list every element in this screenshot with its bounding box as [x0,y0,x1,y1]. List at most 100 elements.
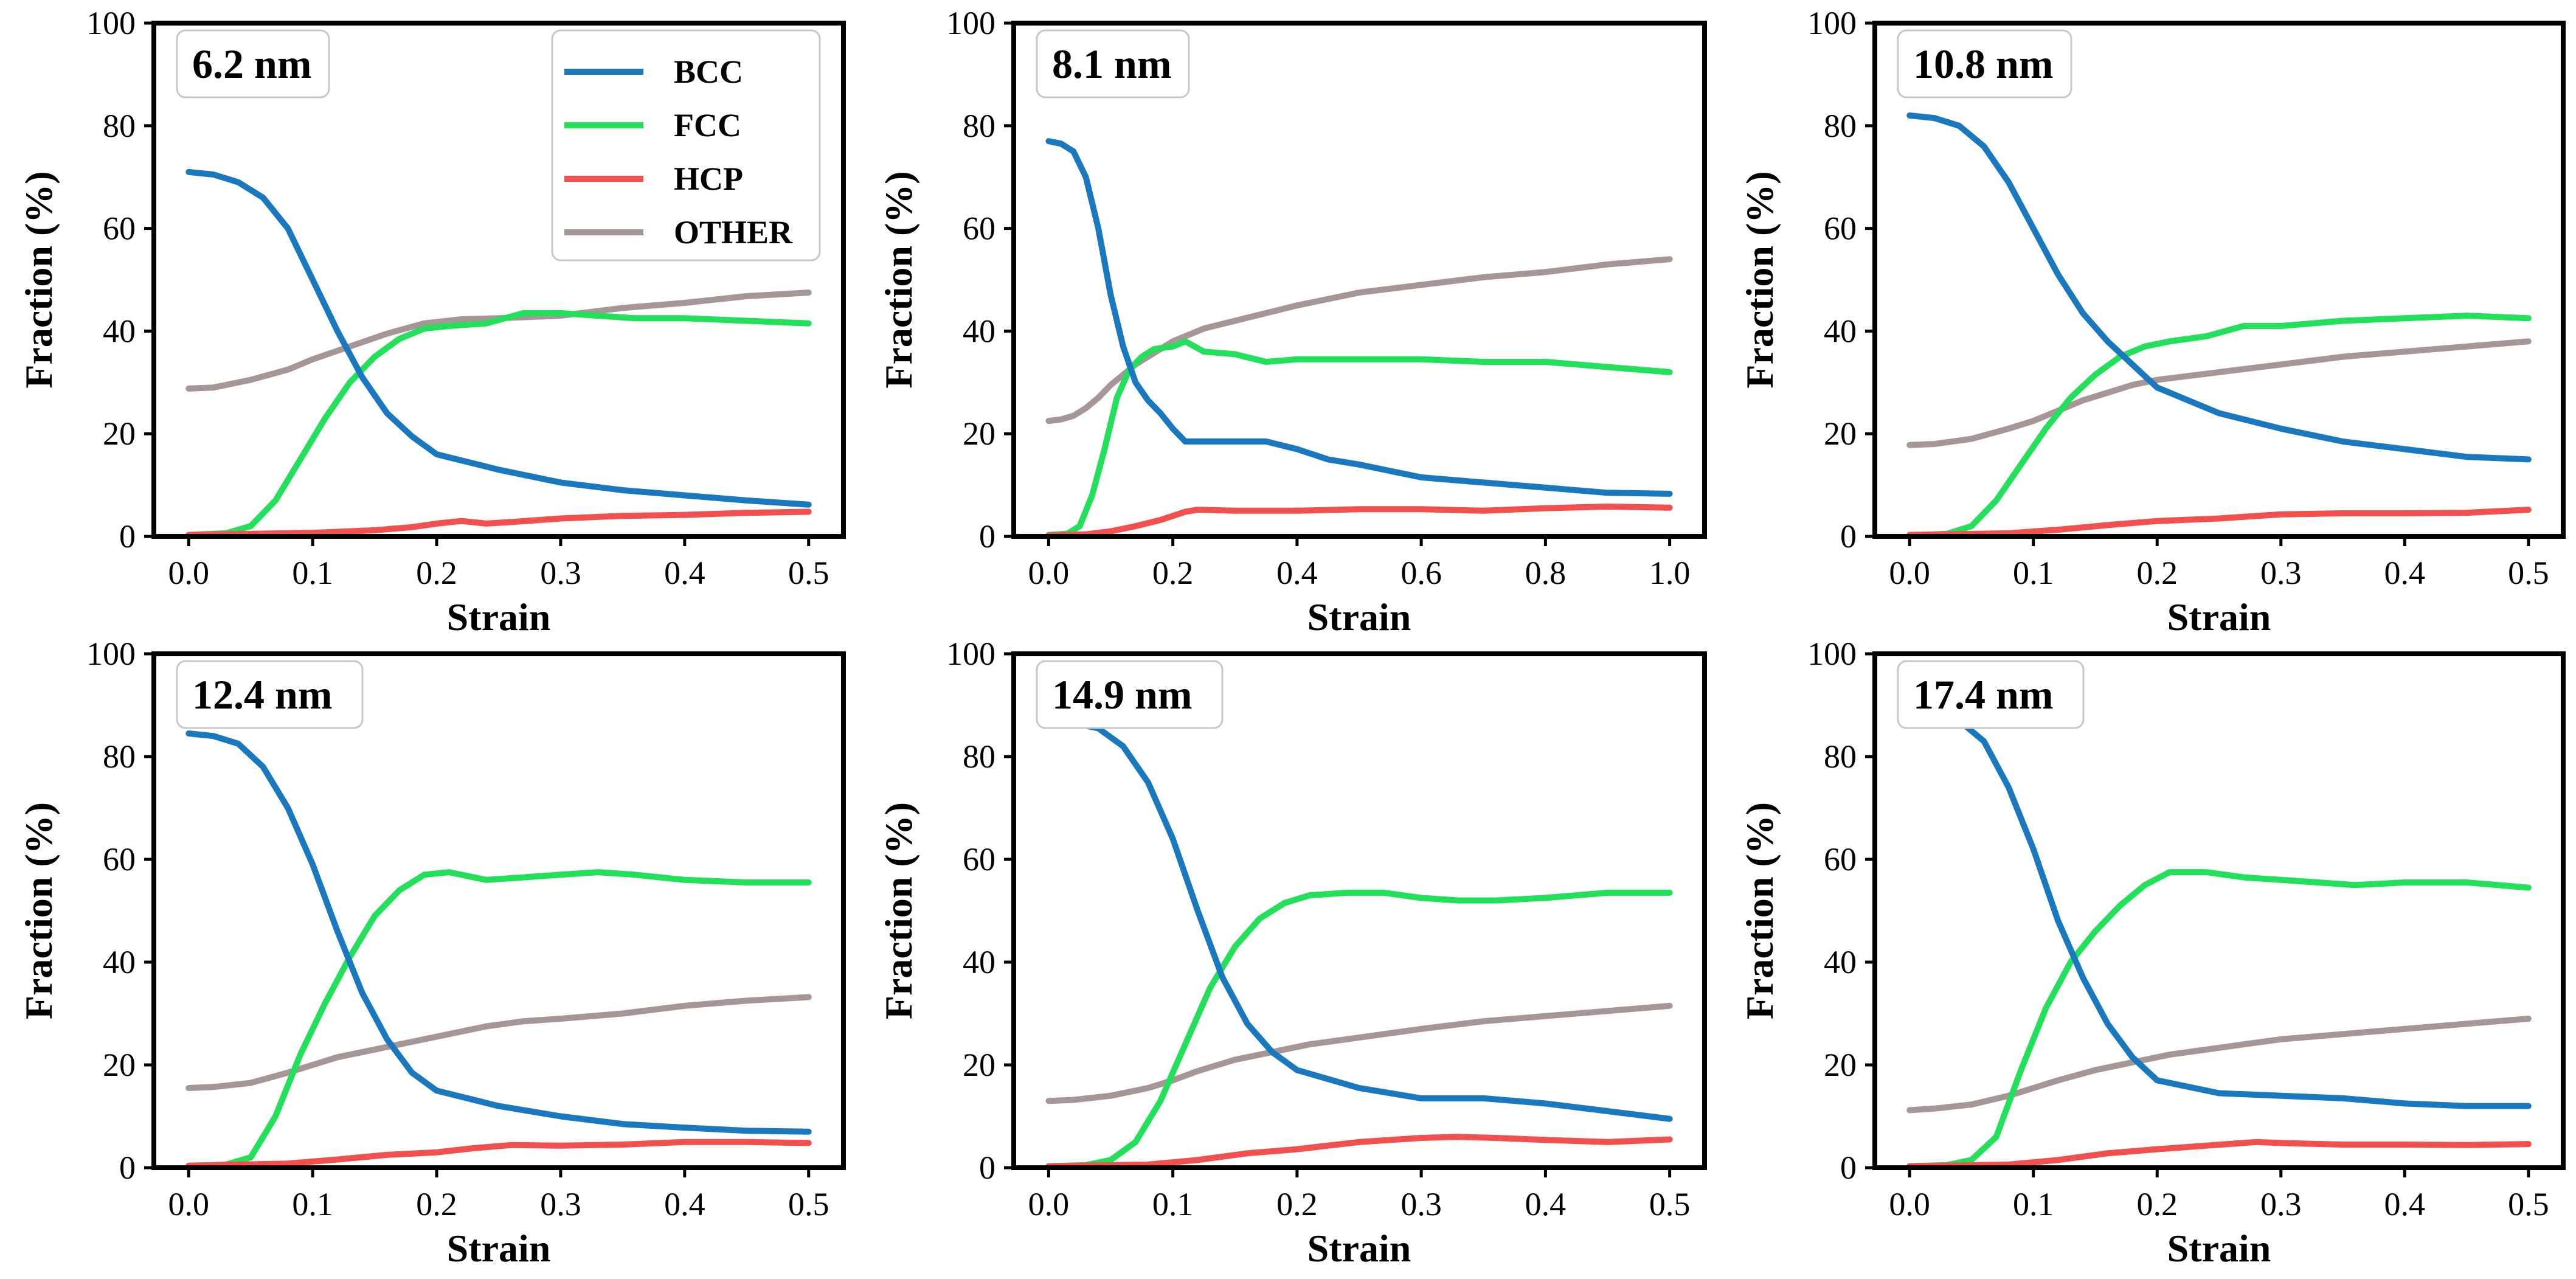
size-label-box [1897,660,2085,729]
plot-frame [1872,21,2566,539]
y-tick-label: 40 [963,944,995,980]
x-tick-label: 0.3 [2260,1186,2302,1222]
x-tick-label: 0.1 [2013,555,2054,591]
x-tick-label: 0.1 [1152,1186,1194,1222]
y-axis-title: Fraction (%) [877,802,920,1019]
series-line-bcc [1906,112,2532,463]
y-tick-label: 60 [103,210,136,247]
y-tick-label: 80 [103,738,136,775]
y-tick-label: 60 [963,841,995,878]
series-line-bcc [185,168,812,508]
y-tick-label: 100 [86,5,136,41]
series-line-bcc [1045,717,1673,1122]
series-line-fcc [1906,869,2532,1170]
series-line-hcp [1906,1139,2532,1170]
x-tick-label: 0.4 [2384,555,2426,591]
y-tick-label: 100 [946,5,995,41]
y-tick-label: 80 [963,108,995,144]
legend-label-other: OTHER [674,214,793,251]
y-tick-label: 100 [86,636,136,672]
x-tick-label: 0.0 [168,555,210,591]
series-line-fcc [185,869,812,1170]
x-tick-label: 0.3 [540,555,581,591]
y-tick-label: 40 [103,944,136,980]
x-tick-label: 0.5 [2508,1186,2549,1222]
y-tick-label: 100 [1807,636,1857,672]
series-line-other [185,289,812,392]
size-label: 17.4 nm [1913,671,2053,718]
y-tick-label: 80 [1824,738,1857,775]
y-tick-label: 20 [103,415,136,452]
y-tick-label: 100 [946,636,995,672]
y-tick-label: 20 [1824,415,1857,452]
y-tick-label: 80 [1824,108,1857,144]
plot-frame [151,651,846,1170]
x-tick-label: 0.3 [2260,555,2302,591]
x-axis-title: Strain [1307,1227,1411,1270]
series-line-hcp [185,508,812,538]
series-line-hcp [1906,507,2532,538]
plot-frame [1011,651,1707,1170]
legend-label-hcp: HCP [674,161,743,197]
x-axis-title: Strain [447,595,551,639]
chart-panel-2: 0 20 40 60 80 100 0.0 0.2 0.4 0.6 0.8 1.0 Strain Frac… [877,5,1707,639]
series-line-hcp [1045,504,1673,539]
x-tick-label: 0.5 [788,1186,829,1222]
series-line-other [1906,1016,2532,1114]
x-tick-label: 0.2 [416,555,457,591]
x-axis-title: Strain [447,1227,551,1270]
x-tick-label: 0.6 [1401,555,1442,591]
series-line-other [1906,338,2532,448]
y-tick-label: 40 [1824,313,1857,349]
x-tick-label: 0.2 [2136,555,2178,591]
y-tick-label: 0 [979,1149,995,1186]
size-label: 12.4 nm [192,671,332,718]
x-tick-label: 0.4 [1525,1186,1567,1222]
y-tick-label: 20 [103,1047,136,1083]
y-axis-title: Fraction (%) [1738,802,1781,1019]
y-tick-label: 60 [1824,210,1857,247]
size-label-box [176,29,330,99]
y-tick-label: 100 [1807,5,1857,41]
x-tick-label: 0.1 [2013,1186,2054,1222]
chart-panel-4: 0 20 40 60 80 100 0.0 0.1 0.2 0.3 0.4 0.5 Strain Frac… [17,636,846,1270]
x-tick-label: 0.4 [1276,555,1318,591]
series-line-fcc [1045,889,1673,1170]
y-axis-title: Fraction (%) [17,171,60,388]
series-line-other [185,994,812,1091]
x-tick-label: 0.5 [1649,1186,1691,1222]
y-tick-label: 0 [119,518,136,555]
legend-label-fcc: FCC [674,107,741,144]
chart-panel-1: 0 20 40 60 80 100 0.0 0.1 0.2 0.3 0.4 0.5 Strain Frac… [17,5,846,639]
x-tick-label: 0.4 [2384,1186,2426,1222]
x-tick-label: 0.3 [1401,1186,1442,1222]
legend-box [551,29,821,262]
x-tick-label: 0.4 [664,555,705,591]
x-tick-label: 1.0 [1649,555,1691,591]
x-axis-title: Strain [2167,595,2271,639]
size-label-box [176,660,364,729]
series-line-bcc [1906,710,2532,1109]
y-tick-label: 40 [103,313,136,349]
size-label-box [1036,29,1190,99]
y-tick-label: 0 [1840,1149,1857,1186]
y-tick-label: 40 [1824,944,1857,980]
series-line-hcp [1045,1134,1673,1170]
series-line-hcp [185,1139,812,1169]
series-line-bcc [1045,138,1673,497]
size-label-box [1897,29,2072,99]
size-label: 14.9 nm [1052,671,1192,718]
x-tick-label: 0.0 [1889,1186,1930,1222]
plot-frame [1872,651,2566,1170]
y-axis-title: Fraction (%) [17,802,60,1019]
x-tick-label: 0.5 [2508,555,2549,591]
y-tick-label: 20 [1824,1047,1857,1083]
y-tick-label: 40 [963,313,995,349]
plot-frame [1011,21,1707,539]
y-tick-label: 20 [963,415,995,452]
y-tick-label: 0 [119,1149,136,1186]
legend-label-bcc: BCC [674,54,743,90]
size-label-box [1036,660,1224,729]
y-axis-title: Fraction (%) [1738,171,1781,388]
